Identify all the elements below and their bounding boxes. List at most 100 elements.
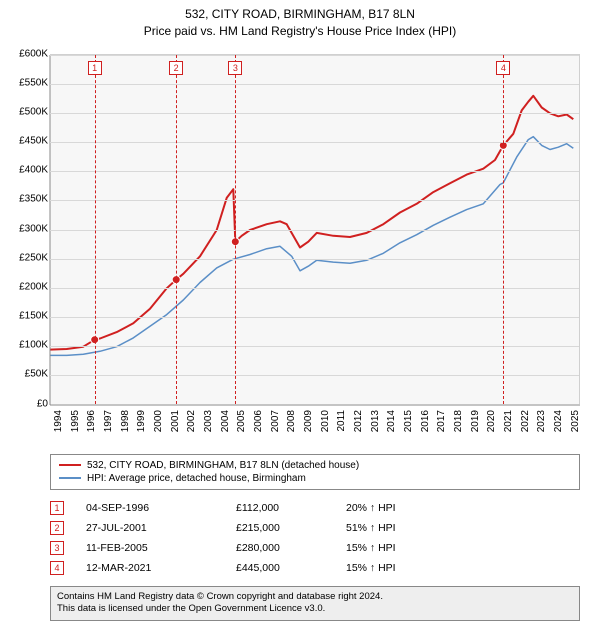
footer-line1: Contains HM Land Registry data © Crown c…: [57, 591, 573, 604]
series-line-hpi: [50, 136, 573, 355]
y-tick-label: £150K: [4, 311, 48, 322]
y-tick-label: £100K: [4, 340, 48, 351]
x-tick-label: 2005: [236, 410, 247, 432]
chart-area: 1 2 3 4 £0 £50K £100K £150K £200K £250K £300K £350…: [0, 44, 600, 454]
sale-marker-box: 2: [169, 61, 183, 75]
gridline: [50, 346, 579, 347]
y-tick-label: £550K: [4, 77, 48, 88]
y-tick-label: £400K: [4, 165, 48, 176]
gridline: [50, 142, 579, 143]
sales-row-delta: 15% ↑ HPI: [346, 542, 580, 554]
sales-row-price: £215,000: [236, 522, 346, 534]
x-tick-label: 2011: [336, 410, 347, 432]
chart-container: 532, CITY ROAD, BIRMINGHAM, B17 8LN Pric…: [0, 0, 600, 620]
sales-row-price: £445,000: [236, 562, 346, 574]
sales-row: 2 27-JUL-2001£215,00051% ↑ HPI: [50, 518, 580, 538]
x-tick-label: 2024: [553, 410, 564, 432]
gridline: [50, 55, 579, 56]
sales-row-date: 12-MAR-2021: [86, 562, 236, 574]
legend-row-price: 532, CITY ROAD, BIRMINGHAM, B17 8LN (det…: [59, 459, 571, 472]
x-tick-label: 2018: [453, 410, 464, 432]
sales-row-delta: 20% ↑ HPI: [346, 502, 580, 514]
x-tick-label: 1997: [103, 410, 114, 432]
sale-marker-line: [95, 55, 96, 404]
x-tick-label: 1995: [70, 410, 81, 432]
sale-marker-box: 3: [228, 61, 242, 75]
gridline: [50, 113, 579, 114]
sale-marker-line: [176, 55, 177, 404]
x-tick-label: 2023: [536, 410, 547, 432]
x-tick-label: 2009: [303, 410, 314, 432]
sales-row: 3 11-FEB-2005£280,00015% ↑ HPI: [50, 538, 580, 558]
series-line-price_paid: [50, 95, 573, 349]
gridline: [50, 84, 579, 85]
x-tick-label: 2014: [386, 410, 397, 432]
x-tick-label: 2013: [370, 410, 381, 432]
gridline: [50, 171, 579, 172]
title-block: 532, CITY ROAD, BIRMINGHAM, B17 8LN Pric…: [0, 0, 600, 44]
x-tick-label: 1998: [120, 410, 131, 432]
x-tick-label: 2016: [420, 410, 431, 432]
sales-row-price: £280,000: [236, 542, 346, 554]
legend-row-hpi: HPI: Average price, detached house, Birm…: [59, 472, 571, 485]
x-tick-label: 2004: [220, 410, 231, 432]
gridline: [50, 288, 579, 289]
x-tick-label: 2017: [436, 410, 447, 432]
sales-row-price: £112,000: [236, 502, 346, 514]
x-tick-label: 2010: [320, 410, 331, 432]
sale-marker-line: [235, 55, 236, 404]
sales-row-delta: 51% ↑ HPI: [346, 522, 580, 534]
y-tick-label: £50K: [4, 369, 48, 380]
x-tick-label: 2025: [570, 410, 581, 432]
sales-row-date: 11-FEB-2005: [86, 542, 236, 554]
x-tick-label: 2020: [486, 410, 497, 432]
title-address: 532, CITY ROAD, BIRMINGHAM, B17 8LN: [0, 6, 600, 23]
sales-row-delta: 15% ↑ HPI: [346, 562, 580, 574]
plot-region: 1 2 3 4: [50, 54, 580, 404]
footer-attribution: Contains HM Land Registry data © Crown c…: [50, 586, 580, 621]
y-tick-label: £300K: [4, 223, 48, 234]
y-tick-label: £600K: [4, 48, 48, 59]
x-tick-label: 2022: [520, 410, 531, 432]
gridline: [50, 200, 579, 201]
sales-row-num: 3: [50, 541, 64, 555]
sales-row-date: 27-JUL-2001: [86, 522, 236, 534]
sale-marker-box: 1: [88, 61, 102, 75]
x-tick-label: 1996: [86, 410, 97, 432]
gridline: [50, 230, 579, 231]
sale-marker-line: [503, 55, 504, 404]
title-subtitle: Price paid vs. HM Land Registry's House …: [0, 23, 600, 40]
y-tick-label: £250K: [4, 252, 48, 263]
y-tick-label: £200K: [4, 281, 48, 292]
y-tick-label: £0: [4, 398, 48, 409]
sales-row: 1 04-SEP-1996£112,00020% ↑ HPI: [50, 498, 580, 518]
x-tick-label: 2021: [503, 410, 514, 432]
legend-swatch-price: [59, 464, 81, 466]
legend-label-price: 532, CITY ROAD, BIRMINGHAM, B17 8LN (det…: [87, 460, 359, 471]
sale-marker-box: 4: [496, 61, 510, 75]
gridline: [50, 317, 579, 318]
legend-swatch-hpi: [59, 477, 81, 479]
sales-row-num: 4: [50, 561, 64, 575]
sales-row-date: 04-SEP-1996: [86, 502, 236, 514]
sales-row-num: 1: [50, 501, 64, 515]
sales-row: 4 12-MAR-2021£445,00015% ↑ HPI: [50, 558, 580, 578]
sales-row-num: 2: [50, 521, 64, 535]
footer-line2: This data is licensed under the Open Gov…: [57, 603, 573, 616]
y-tick-label: £350K: [4, 194, 48, 205]
gridline: [50, 375, 579, 376]
y-tick-label: £500K: [4, 106, 48, 117]
x-tick-label: 2012: [353, 410, 364, 432]
legend: 532, CITY ROAD, BIRMINGHAM, B17 8LN (det…: [50, 454, 580, 490]
x-tick-label: 2007: [270, 410, 281, 432]
gridline: [50, 259, 579, 260]
x-tick-label: 2002: [186, 410, 197, 432]
x-tick-label: 2003: [203, 410, 214, 432]
x-tick-label: 2000: [153, 410, 164, 432]
x-tick-label: 2015: [403, 410, 414, 432]
x-tick-label: 1994: [53, 410, 64, 432]
x-tick-label: 2001: [170, 410, 181, 432]
x-tick-label: 2008: [286, 410, 297, 432]
y-tick-label: £450K: [4, 136, 48, 147]
x-tick-label: 2006: [253, 410, 264, 432]
